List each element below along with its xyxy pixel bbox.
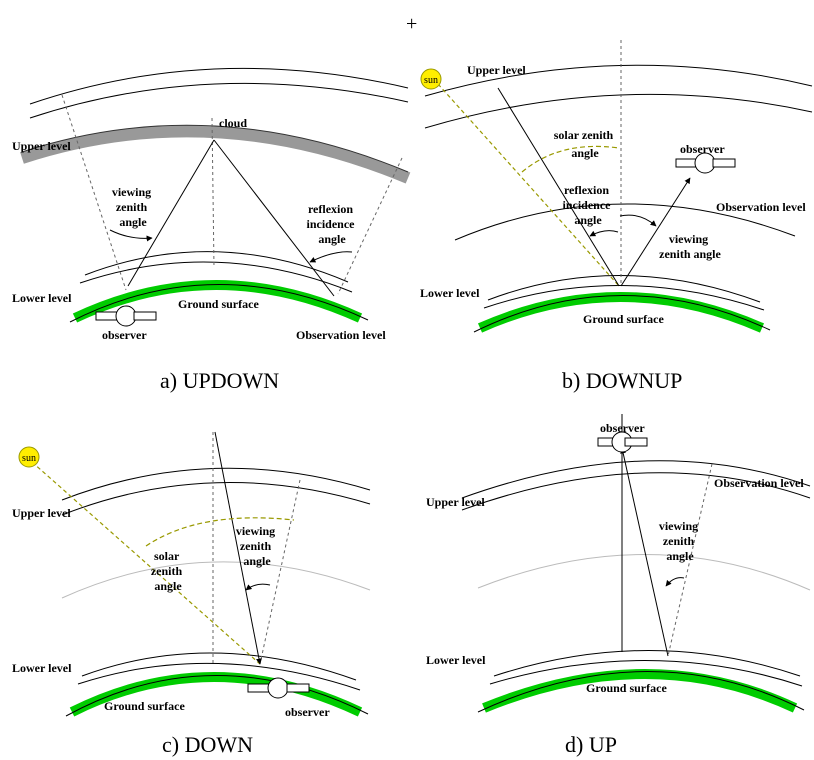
solar-angle-arc bbox=[145, 517, 295, 547]
upper-level-label: Upper level bbox=[12, 139, 71, 153]
lower-level-arc bbox=[81, 652, 357, 681]
viewing-angle-arc bbox=[245, 583, 271, 591]
incidence-angle-arc bbox=[309, 251, 353, 263]
caption-updown: a) UPDOWN bbox=[160, 368, 279, 393]
caption-downup: b) DOWNUP bbox=[562, 368, 682, 393]
viewing-ray bbox=[620, 177, 691, 287]
solar-ray bbox=[31, 461, 261, 665]
cloud-layer bbox=[20, 125, 411, 184]
middle-level-arc bbox=[61, 561, 371, 599]
ground-surface-label: Ground surface bbox=[178, 297, 259, 311]
outer-level-arc bbox=[424, 64, 813, 97]
lower-level-arc bbox=[487, 275, 761, 303]
viewing-angle-arc bbox=[109, 229, 153, 242]
viewing-angle-arc bbox=[665, 577, 685, 587]
upper-level-arc bbox=[461, 460, 811, 499]
ground-edge bbox=[69, 284, 369, 323]
zenith-left-dashed bbox=[61, 94, 127, 291]
upper-level-label: Upper level bbox=[426, 495, 485, 509]
panel-up: observer Upper level Observation level v… bbox=[426, 414, 811, 757]
lower-level-label: Lower level bbox=[420, 286, 480, 300]
observation-level-arc bbox=[454, 203, 796, 241]
reflected-ray bbox=[497, 87, 620, 287]
viewing-angle-label: viewing zenith angle bbox=[659, 232, 721, 261]
lower-level-arc-2 bbox=[77, 662, 361, 691]
observer-label: observer bbox=[102, 328, 147, 342]
viewing-ray bbox=[620, 447, 669, 657]
lower-level-label: Lower level bbox=[12, 661, 72, 675]
viewing-angle-label: viewing zenith angle bbox=[659, 519, 701, 563]
sun-icon: sun bbox=[420, 68, 442, 90]
upper-level-arc bbox=[424, 93, 813, 129]
outer-level-arc bbox=[61, 467, 371, 501]
cloud-label: cloud bbox=[219, 116, 247, 130]
reflected-ray bbox=[213, 139, 335, 297]
viewing-ray bbox=[127, 139, 215, 287]
solar-angle-label: solar zenith angle bbox=[151, 549, 185, 593]
middle-level-arc bbox=[477, 554, 811, 591]
lower-level-label: Lower level bbox=[426, 653, 486, 667]
observer-label: observer bbox=[285, 705, 330, 719]
viewing-angle-label: viewing zenith angle bbox=[236, 524, 278, 568]
viewing-angle-label: viewing zenith angle bbox=[112, 185, 154, 229]
panel-downup: sun Upper level solar zenith angle obser… bbox=[420, 40, 813, 393]
panel-down: sun Upper level solar zenith angle viewi… bbox=[12, 431, 371, 757]
observer-icon bbox=[247, 677, 310, 699]
observer-label: observer bbox=[600, 421, 645, 435]
upper-level-label: Upper level bbox=[467, 63, 526, 77]
caption-down: c) DOWN bbox=[162, 732, 253, 757]
upper-level-arc-2 bbox=[461, 472, 811, 511]
observer-label: observer bbox=[680, 142, 725, 156]
ground-surface-label: Ground surface bbox=[583, 312, 664, 326]
zenith-right-dashed bbox=[337, 157, 403, 295]
lower-level-arc-2 bbox=[483, 285, 765, 311]
ground-surface-label: Ground surface bbox=[586, 681, 667, 695]
svg-text:sun: sun bbox=[22, 453, 36, 464]
solar-ray bbox=[437, 83, 620, 287]
observation-level-label: Observation level bbox=[714, 476, 804, 490]
observer-icon bbox=[675, 152, 736, 174]
top-mark: + bbox=[406, 13, 417, 35]
solar-angle-label: solar zenith angle bbox=[554, 128, 616, 160]
observer-icon bbox=[597, 431, 648, 453]
zenith-dashed bbox=[259, 479, 301, 665]
ground-surface-label: Ground surface bbox=[104, 699, 185, 713]
cloud-layer-edge bbox=[21, 124, 409, 173]
ground-edge bbox=[473, 295, 771, 333]
reflexion-angle-label: reflexion incidence angle bbox=[563, 183, 614, 227]
lower-level-label: Lower level bbox=[12, 291, 72, 305]
viewing-ray bbox=[214, 431, 262, 665]
svg-text:sun: sun bbox=[424, 75, 438, 86]
observer-icon bbox=[95, 305, 157, 327]
solar-angle-arc bbox=[521, 145, 620, 173]
zenith-dashed bbox=[667, 463, 713, 657]
reflexion-angle-label: reflexion incidence angle bbox=[307, 202, 358, 246]
upper-level-arc bbox=[61, 481, 371, 516]
upper-level-label: Upper level bbox=[12, 506, 71, 520]
lower-level-arc-2 bbox=[489, 660, 803, 687]
sun-icon: sun bbox=[18, 446, 40, 468]
outer-level-arc-2 bbox=[29, 82, 409, 119]
ground-edge bbox=[477, 671, 805, 713]
panel-updown: Upper level cloud viewing zenith angle r… bbox=[12, 67, 411, 393]
lower-level-arc bbox=[493, 650, 801, 677]
incidence-angle-arc bbox=[589, 230, 619, 237]
observation-level-label: Observation level bbox=[296, 328, 386, 342]
outer-level-arc bbox=[29, 67, 409, 105]
observation-level-arc bbox=[79, 261, 353, 293]
ground-edge bbox=[65, 675, 369, 717]
viewing-angle-arc bbox=[619, 214, 657, 227]
observation-level-label: Observation level bbox=[716, 200, 806, 214]
caption-up: d) UP bbox=[565, 732, 617, 757]
lower-level-arc bbox=[84, 251, 349, 283]
